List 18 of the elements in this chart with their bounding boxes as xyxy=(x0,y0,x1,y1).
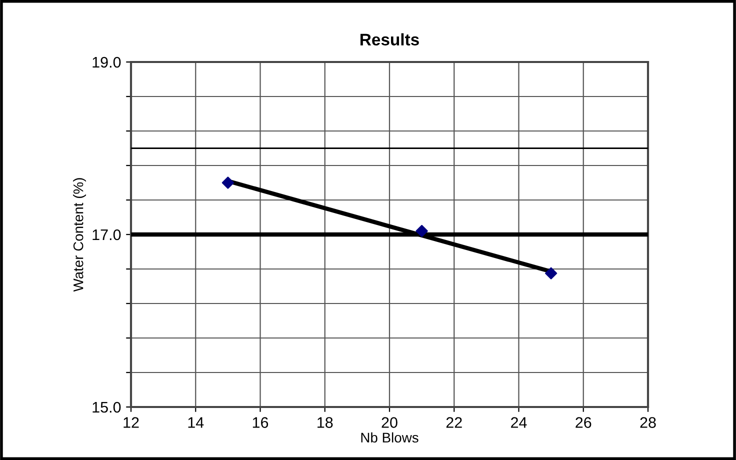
point xyxy=(222,176,234,189)
y-axis-title: Water Content (%) xyxy=(73,178,86,292)
point xyxy=(544,267,558,280)
x-tick-label: 14 xyxy=(188,417,204,428)
chart-title: Results xyxy=(360,33,419,46)
x-axis-title: Nb Blows xyxy=(361,432,418,443)
y-tick-label: 19.0 xyxy=(92,56,121,68)
x-tick-label: 28 xyxy=(640,417,656,428)
y-tick-label: 15.0 xyxy=(92,402,121,413)
x-tick-label: 26 xyxy=(576,417,592,428)
x-tick-label: 22 xyxy=(446,417,462,428)
y-tick-label: 17.0 xyxy=(92,229,121,240)
x-tick-label: 18 xyxy=(318,417,333,428)
x-tick-label: 24 xyxy=(511,417,527,428)
x-tick-label: 16 xyxy=(252,417,268,428)
x-tick-label: 20 xyxy=(382,417,398,428)
point xyxy=(416,224,428,238)
x-tick-label: 12 xyxy=(124,417,139,428)
